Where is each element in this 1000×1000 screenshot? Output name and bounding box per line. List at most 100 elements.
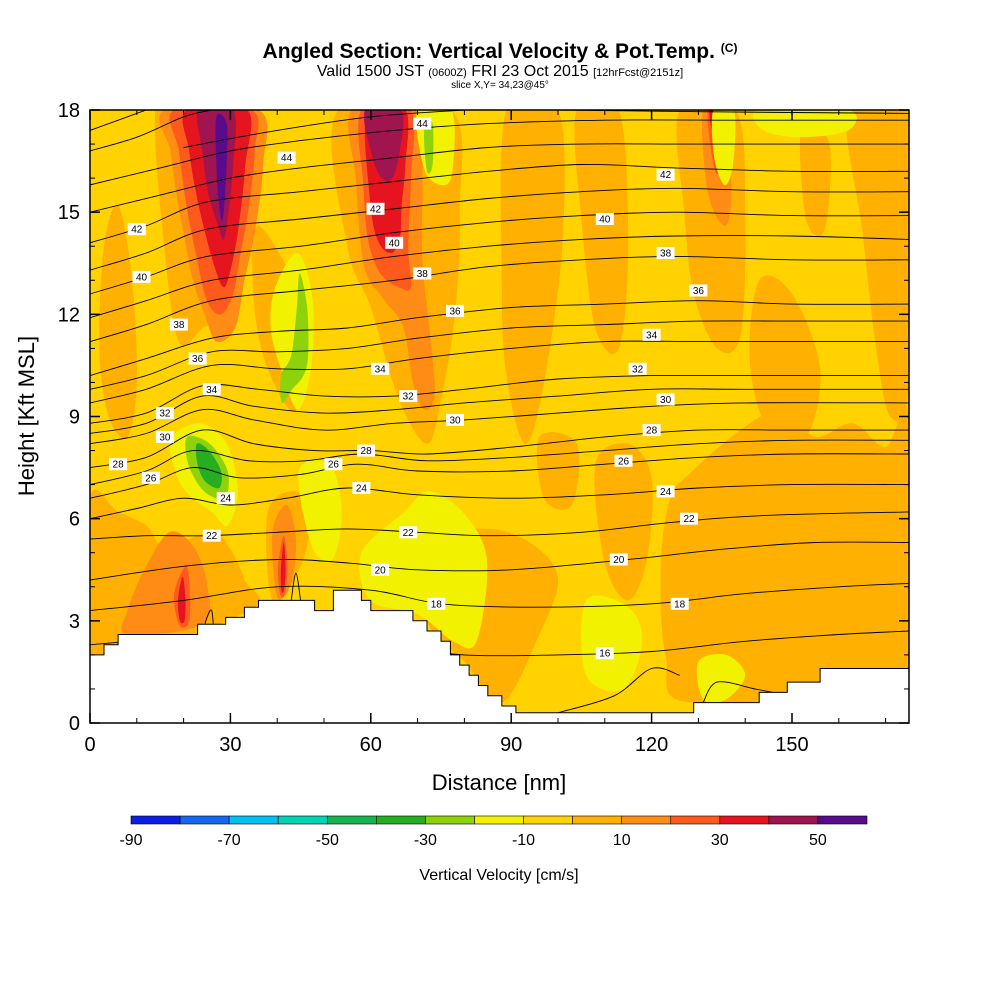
valid-date: FRI 23 Oct 2015	[471, 63, 589, 80]
valid-prefix: Valid 1500 JST	[316, 63, 424, 80]
y-tick-label: 15	[58, 202, 80, 224]
theta-contour-line	[90, 110, 147, 131]
contour-label-bg	[216, 492, 235, 505]
contour-label: 18	[670, 597, 689, 610]
colorbar-swatch	[719, 815, 770, 825]
contour-label: 32	[155, 407, 174, 420]
velocity-region	[581, 595, 643, 692]
colorbar-swatch	[523, 815, 573, 825]
colorbar-swatch	[670, 815, 721, 825]
chart-title-block: Angled Section: Vertical Velocity & Pot.…	[0, 36, 1000, 91]
contour-label: 30	[446, 413, 464, 426]
contour-label-text: 34	[646, 330, 658, 341]
theta-contour-line	[557, 667, 680, 714]
contour-label-text: 26	[618, 456, 630, 467]
contour-label-bg	[656, 168, 675, 181]
contour-label: 16	[595, 647, 614, 660]
x-tick-label: 30	[219, 734, 241, 756]
colorbar-swatch	[817, 815, 868, 825]
contour-label-text: 36	[192, 354, 204, 365]
velocity-region	[799, 121, 831, 236]
contour-label-text: 38	[417, 269, 429, 280]
contour-label-bg	[656, 247, 675, 259]
contour-label-text: 38	[173, 320, 185, 331]
contour-label: 44	[413, 117, 432, 130]
contour-label-bg	[399, 526, 418, 539]
x-tick-label: 150	[775, 734, 808, 756]
contour-label-bg	[680, 512, 698, 525]
contour-label: 42	[366, 202, 385, 215]
contour-label-bg	[366, 202, 385, 215]
x-tick-label: 90	[500, 734, 522, 756]
contour-label-text: 42	[660, 170, 672, 181]
y-axis-label: Height [Kft MSL]	[14, 336, 39, 496]
contour-label-text: 16	[599, 649, 611, 660]
contour-label-text: 30	[159, 432, 171, 443]
x-tick-label: 120	[635, 734, 668, 756]
contour-label-bg	[141, 471, 160, 484]
theta-contour-line	[90, 453, 909, 499]
theta-contour-line	[90, 163, 909, 244]
contour-label-bg	[595, 647, 614, 660]
contour-label-text: 22	[403, 528, 415, 539]
contour-label: 36	[446, 304, 464, 317]
contour-label-bg	[656, 485, 675, 498]
contour-label-bg	[352, 482, 371, 494]
theta-contour-line	[90, 483, 909, 520]
theta-contour-line	[90, 110, 212, 152]
contour-label: 40	[595, 213, 614, 226]
contour-label: 26	[324, 458, 343, 471]
velocity-region	[423, 121, 434, 174]
contour-label-bg	[385, 236, 404, 249]
contour-label-bg	[642, 328, 661, 341]
contour-label-text: 24	[220, 494, 232, 505]
colorbar-swatch	[326, 815, 377, 825]
contour-label: 42	[656, 168, 675, 181]
contour-label-bg	[127, 223, 146, 236]
theta-contour-line	[90, 235, 909, 319]
velocity-region	[280, 542, 286, 593]
contour-label: 18	[427, 597, 446, 610]
contour-label: 38	[656, 247, 675, 260]
contour-label-bg	[642, 424, 661, 437]
theta-contour-line	[90, 402, 909, 445]
x-tick-label: 60	[360, 734, 382, 756]
theta-contour-line	[90, 541, 909, 581]
contour-label-bg	[609, 553, 628, 566]
colorbar-swatch	[277, 815, 328, 825]
colorbar-tick-label: -30	[414, 832, 437, 849]
contour-label-text: 32	[403, 392, 415, 403]
velocity-region	[749, 275, 821, 443]
velocity-region	[536, 432, 580, 510]
colorbar-title: Vertical Velocity [cm/s]	[419, 867, 578, 884]
y-tick-label: 3	[69, 611, 80, 633]
contour-label-text: 18	[674, 599, 686, 610]
contour-label-bg	[446, 304, 464, 317]
contour-label-bg	[202, 529, 221, 542]
contour-label-text: 40	[599, 215, 611, 226]
colorbar-tick-label: 50	[809, 832, 827, 849]
colorbar-swatch	[130, 815, 181, 825]
contour-label-text: 44	[281, 153, 293, 164]
contour-label-text: 22	[683, 514, 695, 525]
terrain-mask	[90, 589, 909, 723]
theta-contour-line	[90, 374, 909, 424]
theta-contour-line	[90, 187, 909, 271]
valid-fcst: [12hrFcst@2151z]	[593, 67, 684, 79]
contour-label-text: 32	[632, 364, 644, 375]
contour-label-text: 42	[131, 225, 143, 236]
contour-label-text: 24	[356, 484, 368, 495]
valid-utc: (0600Z)	[428, 67, 467, 79]
contour-label-text: 40	[389, 238, 401, 249]
contour-label: 24	[352, 482, 371, 495]
contour-label-text: 20	[375, 565, 387, 576]
contour-label-bg	[628, 362, 647, 375]
contour-label-text: 34	[206, 385, 218, 396]
colorbar-swatch	[375, 815, 426, 825]
contour-label-text: 28	[113, 460, 125, 471]
contour-label-text: 26	[328, 460, 340, 471]
contour-label-text: 22	[206, 531, 218, 542]
contour-label: 32	[399, 390, 418, 403]
contour-label-text: 28	[361, 446, 373, 457]
contour-label: 28	[357, 444, 376, 457]
